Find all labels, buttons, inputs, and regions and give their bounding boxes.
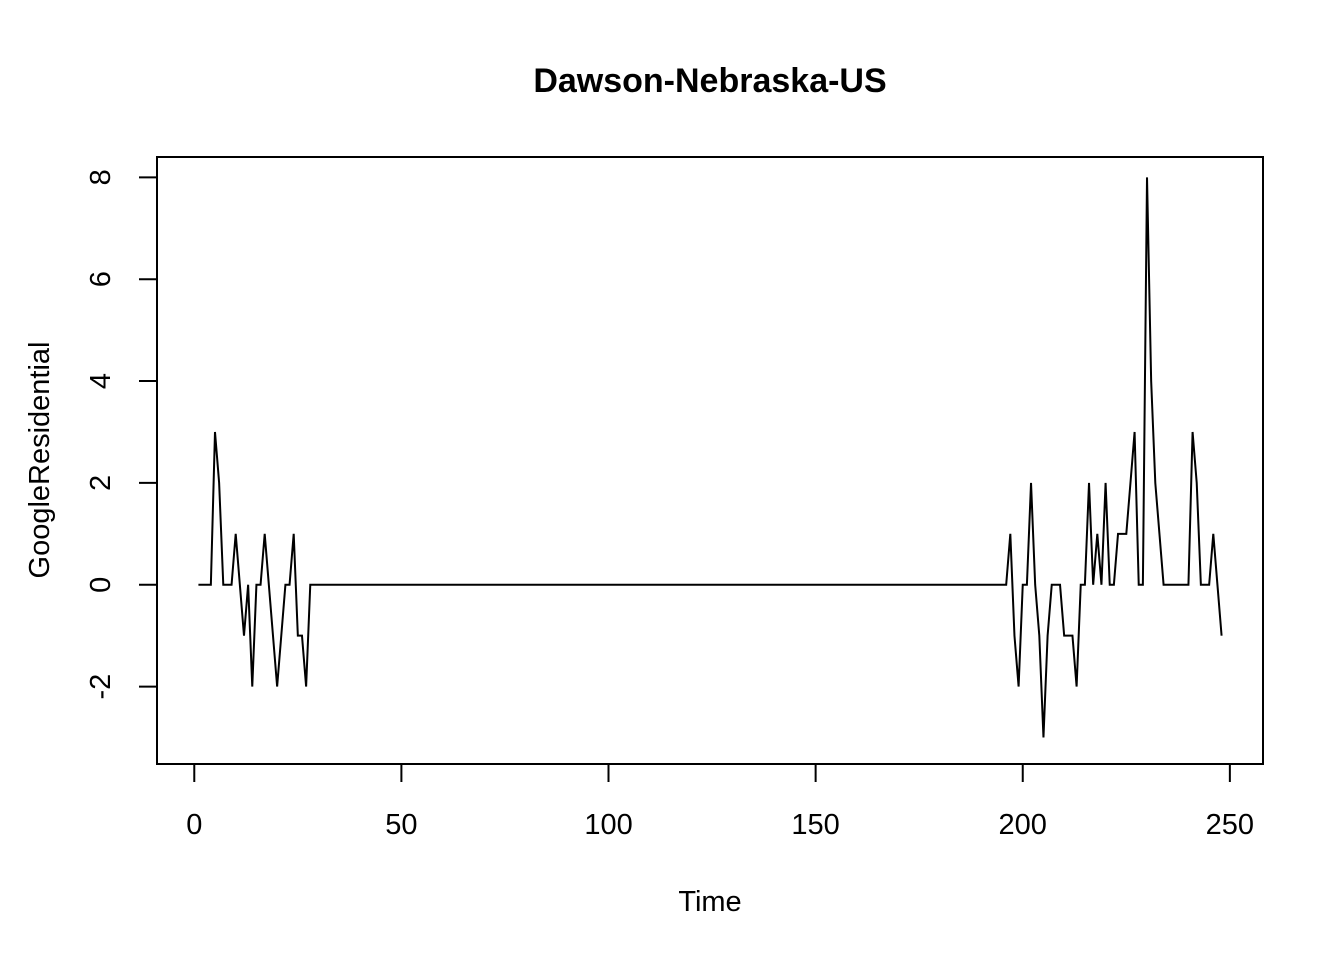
x-tick-label: 100: [584, 809, 632, 841]
plot-frame: [156, 156, 1264, 765]
y-axis: -2 0 2 4 6 8: [85, 169, 158, 700]
x-tick-label: 250: [1206, 809, 1254, 841]
series-line: [198, 177, 1223, 738]
y-tick-label: 2: [85, 475, 117, 491]
y-tick-label: 8: [85, 169, 117, 185]
y-axis-label: GoogleResidential: [24, 342, 56, 579]
x-tick-label: 200: [999, 809, 1047, 841]
y-tick-label: 0: [85, 577, 117, 593]
y-tick-label: 6: [85, 271, 117, 287]
y-tick-label: -2: [85, 674, 117, 700]
x-axis-label: Time: [678, 886, 741, 918]
y-tick-label: 4: [85, 373, 117, 389]
x-tick-label: 0: [186, 809, 202, 841]
chart-title: Dawson-Nebraska-US: [533, 62, 886, 100]
x-tick-label: 150: [791, 809, 839, 841]
x-axis: 0 50 100 150 200 250: [186, 763, 1254, 841]
x-tick-label: 50: [385, 809, 417, 841]
